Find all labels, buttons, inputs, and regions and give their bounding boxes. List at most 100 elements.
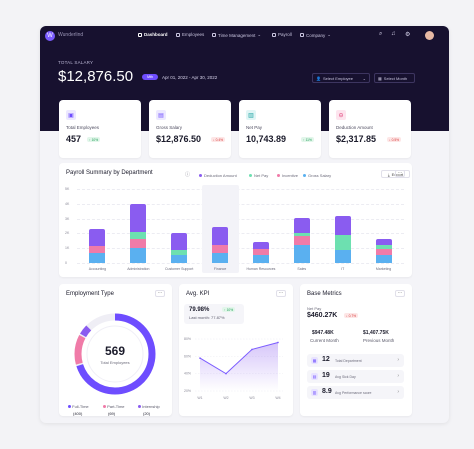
legend-dot [68,405,71,408]
x-axis-label: Accounting [88,267,107,271]
nav-time-management-label: Time Management [218,32,256,38]
kpi-last-month: Last month: 77.87% [189,315,225,320]
download-icon: ⤓ [387,171,390,177]
grid-line [77,233,404,235]
stat-card-gross-salary[interactable]: ▤ Gross Salary $12,876.50 ↓ 0.4% [149,100,231,158]
cash-icon: ▥ [246,110,256,120]
search-icon[interactable]: ⌕ [379,31,383,37]
period-pill[interactable]: Mth [142,74,158,80]
metric-label: Avg Sick Day [335,375,356,379]
more-button[interactable]: ··· [155,290,165,297]
y-axis-tick: 4K [65,201,70,206]
select-month-dropdown[interactable]: ▦ Select Month [374,73,415,83]
legend-label: Internship [142,404,160,409]
chevron-down-icon: ⌄ [362,75,366,81]
more-button[interactable]: ··· [276,290,286,297]
nav-company-label: Company [306,32,326,38]
chart-icon: ▥ [311,389,318,396]
nav-dashboard[interactable]: Dashboard [138,32,168,37]
info-icon[interactable]: ⓘ [185,172,191,178]
brand-logo-icon[interactable]: W [45,31,55,41]
total-salary-value: $12,876.50 [58,68,134,85]
bar-accounting[interactable] [89,228,106,263]
net-pay-label: Net Pay [307,306,322,311]
change-badge: ↑ 10% [87,137,101,142]
metric-value: 8.9 [322,388,332,395]
more-button[interactable]: ··· [395,170,405,177]
gear-icon[interactable]: ⚙ [405,32,411,38]
bar-segment-gross-salary [375,254,392,263]
metric-value: 12 [322,356,330,363]
legend-incentive[interactable]: Incentive [277,173,298,178]
change-value: 0.4% [215,137,224,142]
y-axis-tick: 2K [65,231,70,236]
stat-value: $12,876.50 [156,134,202,144]
kpi-point[interactable] [225,372,227,375]
metric-total-department[interactable]: ▦ 12 Total Department › [307,354,404,367]
bar-finance[interactable] [212,227,229,263]
bar-segment-net-pay [171,250,188,255]
kpi-point[interactable] [251,348,253,351]
kpi-badge: ↑ 10% [222,307,236,312]
bell-icon[interactable]: ♫ [391,31,396,37]
metric-avg-performance[interactable]: ▥ 8.9 Avg Performance score › [307,386,404,399]
bar-segment-incentive [89,245,106,253]
legend-dot [303,174,306,177]
grid-icon [138,32,142,37]
more-button[interactable]: ··· [395,290,405,297]
select-employee-label: Select Employee [322,75,353,81]
x-axis-label: Human Resources [246,267,276,271]
legend-count: (20) [143,411,151,416]
avg-kpi-title: Avg. KPI [186,291,210,297]
bar-marketing[interactable] [375,239,392,263]
bar-sales[interactable] [293,217,310,263]
bar-segment-deduction-amount [171,232,188,251]
bar-human-resources[interactable] [252,242,269,263]
employment-type-panel: Employment Type ··· 569 Total Employees … [59,284,172,416]
legend-dot [277,174,280,177]
kpi-point[interactable] [199,357,201,359]
legend-dot [138,405,141,408]
users-icon [176,32,180,37]
bar-segment-deduction-amount [293,217,310,233]
legend-gross-salary[interactable]: Gross Salary [303,173,331,178]
legend-dot [249,174,252,177]
stat-card-net-pay[interactable]: ▥ Net Pay 10,743.89 ↑ 11% [239,100,321,158]
legend-dot [199,174,202,177]
stat-card-total-employees[interactable]: ▣ Total Employees 457 ↑ 10% [59,100,141,158]
bar-administration[interactable] [130,203,147,263]
grid-line [77,203,404,205]
calendar-icon: ▤ [311,373,318,380]
x-axis-tick: W1 [197,396,202,400]
nav-time-management[interactable]: Time Management ⌄ [212,32,261,38]
kpi-area [200,342,278,391]
nav-payroll[interactable]: Payroll [272,32,292,37]
kpi-point[interactable] [277,341,279,344]
donut-arc-full-time[interactable] [74,313,156,395]
legend-deduction[interactable]: Deduction Amount [199,173,237,178]
y-axis-tick: 3K [65,216,70,221]
legend-net-pay[interactable]: Net Pay [249,173,268,178]
avatar[interactable] [425,31,434,40]
change-value: 10% [91,137,99,142]
bar-it[interactable] [334,215,351,263]
y-axis-tick: 0 [65,261,67,265]
bar-segment-net-pay [375,245,392,249]
select-employee-dropdown[interactable]: 👤 Select Employee ⌄ [312,73,370,83]
chevron-down-icon: ⌄ [257,32,262,37]
x-axis-tick: W4 [275,396,280,400]
change-badge: ↓ 0.4% [211,137,226,142]
metric-avg-sick-day[interactable]: ▤ 19 Avg Sick Day › [307,370,404,383]
chevron-down-icon: ⌄ [327,32,332,37]
donut-arc-part-time[interactable] [74,313,156,395]
x-axis-label: Finance [213,267,227,271]
legend-full-time: Full-Time (400) [68,404,89,416]
nav-employees[interactable]: Employees [176,32,204,37]
metric-label: Avg Performance score [335,391,372,395]
kpi-badge-value: 10% [226,307,234,312]
bar-customer-support[interactable] [171,232,188,263]
x-axis-label: Administration [127,267,150,271]
avg-kpi-panel: Avg. KPI ··· 79.98% ↑ 10% Last month: 77… [179,284,293,416]
nav-company[interactable]: Company ⌄ [300,32,331,38]
stat-card-deduction-amount[interactable]: ⊖ Deduction Amount $2,317.85 ↓ 0.5% [329,100,411,158]
